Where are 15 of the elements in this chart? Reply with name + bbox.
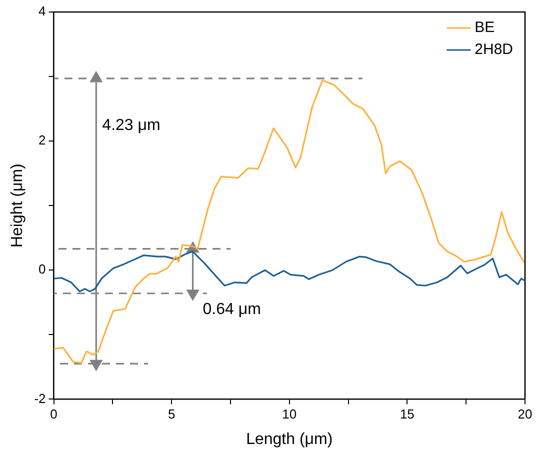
x-tick-label: 5 bbox=[168, 406, 176, 422]
legend-label: 2H8D bbox=[474, 41, 514, 58]
annotation: 4.23 μm bbox=[102, 116, 160, 134]
y-tick-label: 2 bbox=[38, 132, 46, 148]
y-tick-label: 4 bbox=[38, 4, 46, 19]
x-tick-label: 20 bbox=[518, 406, 532, 422]
annotation: 0.64 μm bbox=[202, 300, 261, 318]
y-axis-title: Height (μm) bbox=[9, 164, 26, 248]
legend-label: BE bbox=[474, 19, 495, 36]
x-tick-label: 10 bbox=[282, 406, 297, 422]
y-tick-label: 0 bbox=[38, 262, 46, 277]
x-tick-label: 0 bbox=[50, 406, 58, 422]
y-tick-label: -2 bbox=[34, 390, 46, 406]
x-axis-title: Length (μm) bbox=[246, 430, 333, 448]
x-tick-label: 15 bbox=[400, 406, 414, 422]
